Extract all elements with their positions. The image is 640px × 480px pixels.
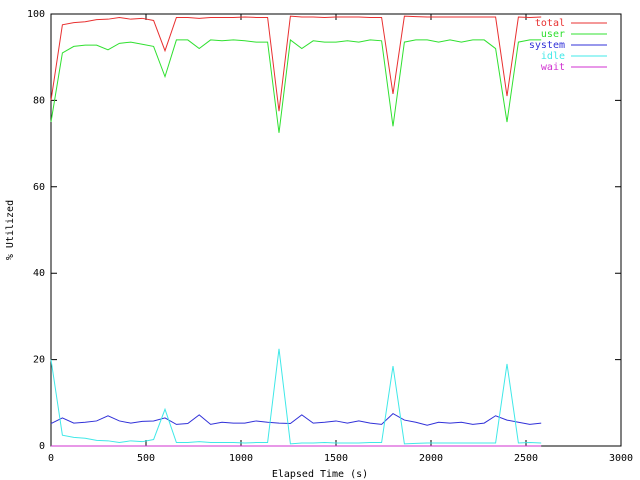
- x-axis-label: Elapsed Time (s): [272, 469, 368, 480]
- legend-label: system: [529, 40, 565, 51]
- legend-label: idle: [541, 51, 565, 62]
- y-tick-label: 0: [39, 441, 45, 452]
- legend-label: user: [541, 29, 565, 40]
- x-tick-label: 0: [48, 453, 54, 464]
- series-line: [50, 15, 542, 112]
- x-tick-label: 1500: [324, 453, 348, 464]
- y-tick-label: 20: [33, 355, 45, 366]
- series-line: [50, 38, 542, 133]
- y-tick-label: 80: [33, 95, 45, 106]
- series-line: [50, 348, 542, 445]
- legend-label: total: [535, 18, 565, 29]
- series-line: [50, 412, 542, 426]
- plot-frame: [50, 13, 622, 447]
- y-tick-label: 60: [33, 182, 45, 193]
- legend-label: wait: [541, 62, 565, 73]
- x-tick-label: 500: [137, 453, 155, 464]
- y-tick-label: 40: [33, 268, 45, 279]
- y-tick-label: 100: [27, 9, 45, 20]
- y-axis-label: % Utilized: [5, 200, 16, 260]
- x-tick-label: 2000: [419, 453, 443, 464]
- x-tick-label: 2500: [514, 453, 538, 464]
- x-tick-label: 1000: [229, 453, 253, 464]
- x-tick-label: 3000: [609, 453, 633, 464]
